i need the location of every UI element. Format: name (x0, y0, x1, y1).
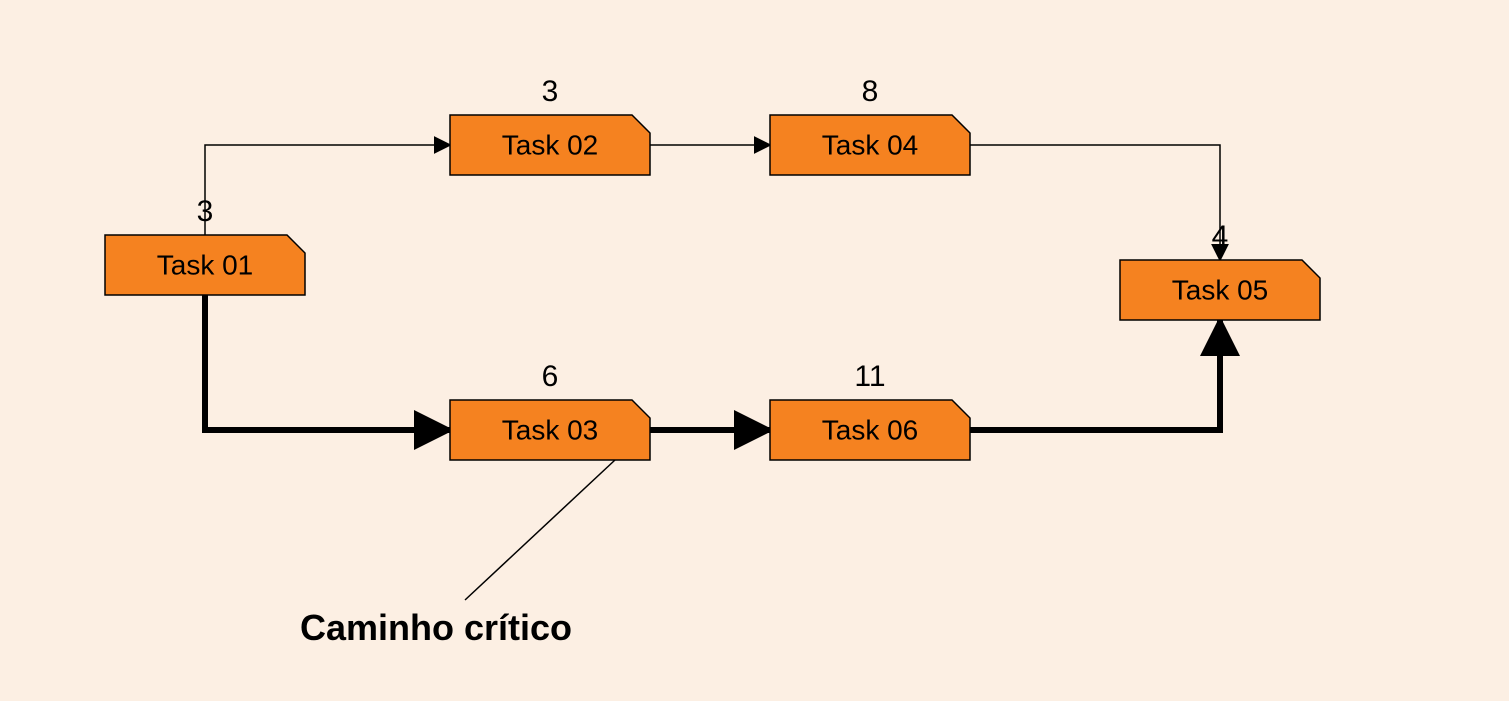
node-t4-duration: 8 (862, 75, 879, 108)
node-t3-duration: 6 (542, 360, 559, 393)
node-t3-label: Task 03 (502, 414, 599, 445)
node-t1-duration: 3 (197, 195, 214, 228)
node-t5-label: Task 05 (1172, 274, 1269, 305)
node-t1-label: Task 01 (157, 249, 254, 280)
annotation-label: Caminho crítico (300, 607, 572, 648)
node-t5-duration: 4 (1212, 220, 1229, 253)
node-t2-label: Task 02 (502, 129, 599, 160)
node-t6-label: Task 06 (822, 414, 919, 445)
node-t4-label: Task 04 (822, 129, 919, 160)
node-t2-duration: 3 (542, 75, 559, 108)
diagram-background (0, 0, 1509, 701)
node-t6-duration: 11 (854, 360, 885, 393)
